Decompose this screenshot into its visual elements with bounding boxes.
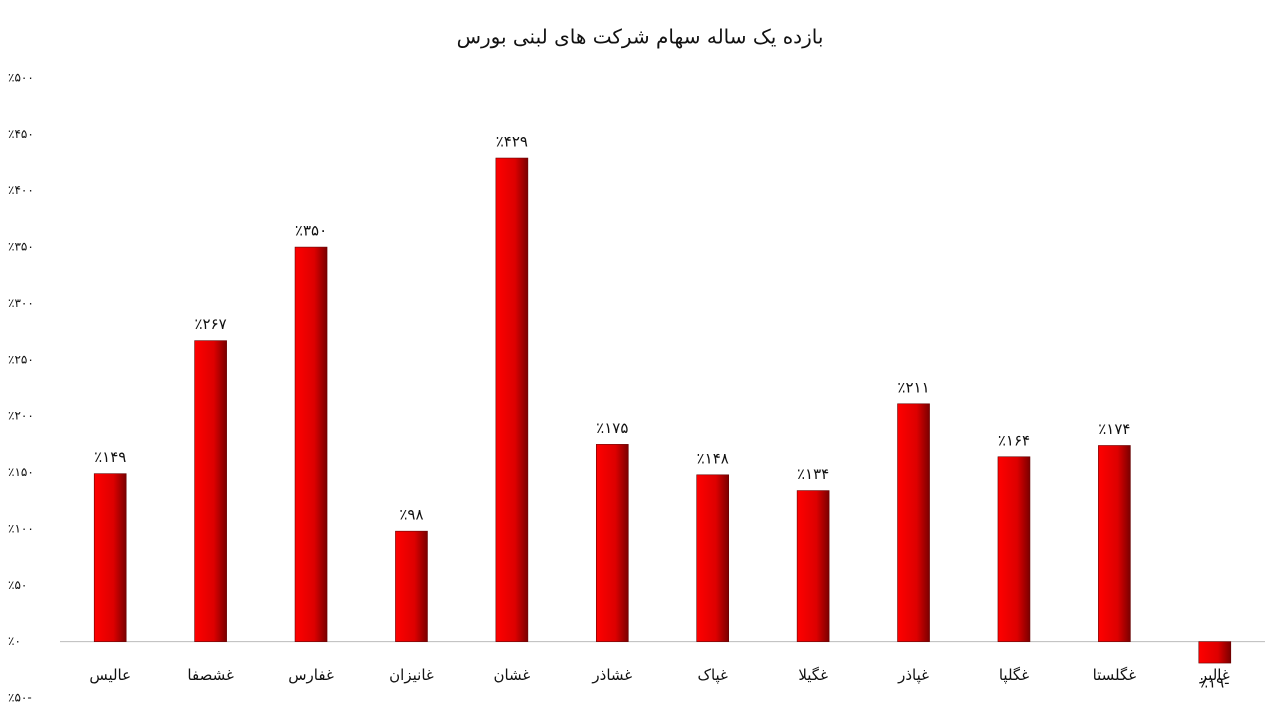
value-label: ٪۱۴۹ (94, 448, 126, 466)
value-label: ٪۳۵۰ (295, 222, 327, 240)
y-tick-label: ٪۲۵۰ (8, 352, 34, 366)
value-label: ٪۲۶۷ (195, 315, 227, 333)
value-label: ٪۱۴۸ (697, 449, 729, 467)
x-tick-label: غپاذر (897, 666, 929, 685)
x-tick-label: غگلستا (1093, 666, 1137, 684)
bar (93, 473, 127, 642)
chart-title: بازده یک ساله سهام شرکت های لبنی بورس (457, 25, 824, 49)
x-tick-label: غفارس (288, 666, 334, 684)
value-label: ٪۱۷۴ (1098, 420, 1130, 438)
y-tick-label: ٪۳۵۰ (8, 240, 34, 254)
bar (997, 456, 1031, 642)
x-tick-label: غگلپا (999, 666, 1029, 685)
bar (294, 246, 328, 642)
value-label: ٪۱۹- (1200, 674, 1230, 692)
y-tick-label: ٪۴۵۰ (8, 127, 34, 141)
y-tick-label: ٪۰ (8, 634, 21, 648)
x-tick-label: غالبر (1199, 666, 1230, 684)
x-tick-label: غشاذر (591, 666, 632, 684)
x-tick-label: غشصفا (187, 666, 234, 684)
bar (897, 403, 930, 642)
x-tick-label: غانیزان (389, 666, 434, 684)
y-tick-label: ٪۴۰۰ (8, 183, 34, 197)
bar (395, 530, 428, 642)
bar (595, 444, 629, 642)
x-tick-label: غگیلا (798, 666, 828, 684)
value-label: ٪۱۷۵ (596, 419, 628, 437)
y-tick-label: ٪۱۰۰ (8, 521, 34, 535)
value-label: ٪۱۳۴ (797, 465, 829, 483)
bar (796, 490, 830, 642)
value-label: ٪۱۶۴ (998, 431, 1030, 449)
x-tick-label: عالیس (89, 666, 131, 684)
bar (194, 340, 227, 642)
x-tick-label: غشان (493, 666, 530, 684)
y-tick-label: ٪۲۰۰ (8, 409, 34, 423)
x-tick-label: غپاک (698, 666, 729, 685)
value-label: ٪۹۸ (399, 506, 423, 524)
bar (495, 157, 529, 642)
bar (1098, 445, 1131, 642)
y-tick-label: ٪۵۰۰ (8, 71, 34, 85)
y-tick-label: ٪۵۰- (8, 691, 32, 705)
y-tick-label: ٪۳۰۰ (8, 296, 34, 310)
y-tick-label: ٪۵۰ (8, 578, 27, 592)
bar (1198, 641, 1232, 664)
bar (696, 474, 730, 642)
value-label: ٪۴۲۹ (496, 133, 528, 151)
y-tick-label: ٪۱۵۰ (8, 465, 34, 479)
value-label: ٪۲۱۱ (897, 378, 929, 396)
